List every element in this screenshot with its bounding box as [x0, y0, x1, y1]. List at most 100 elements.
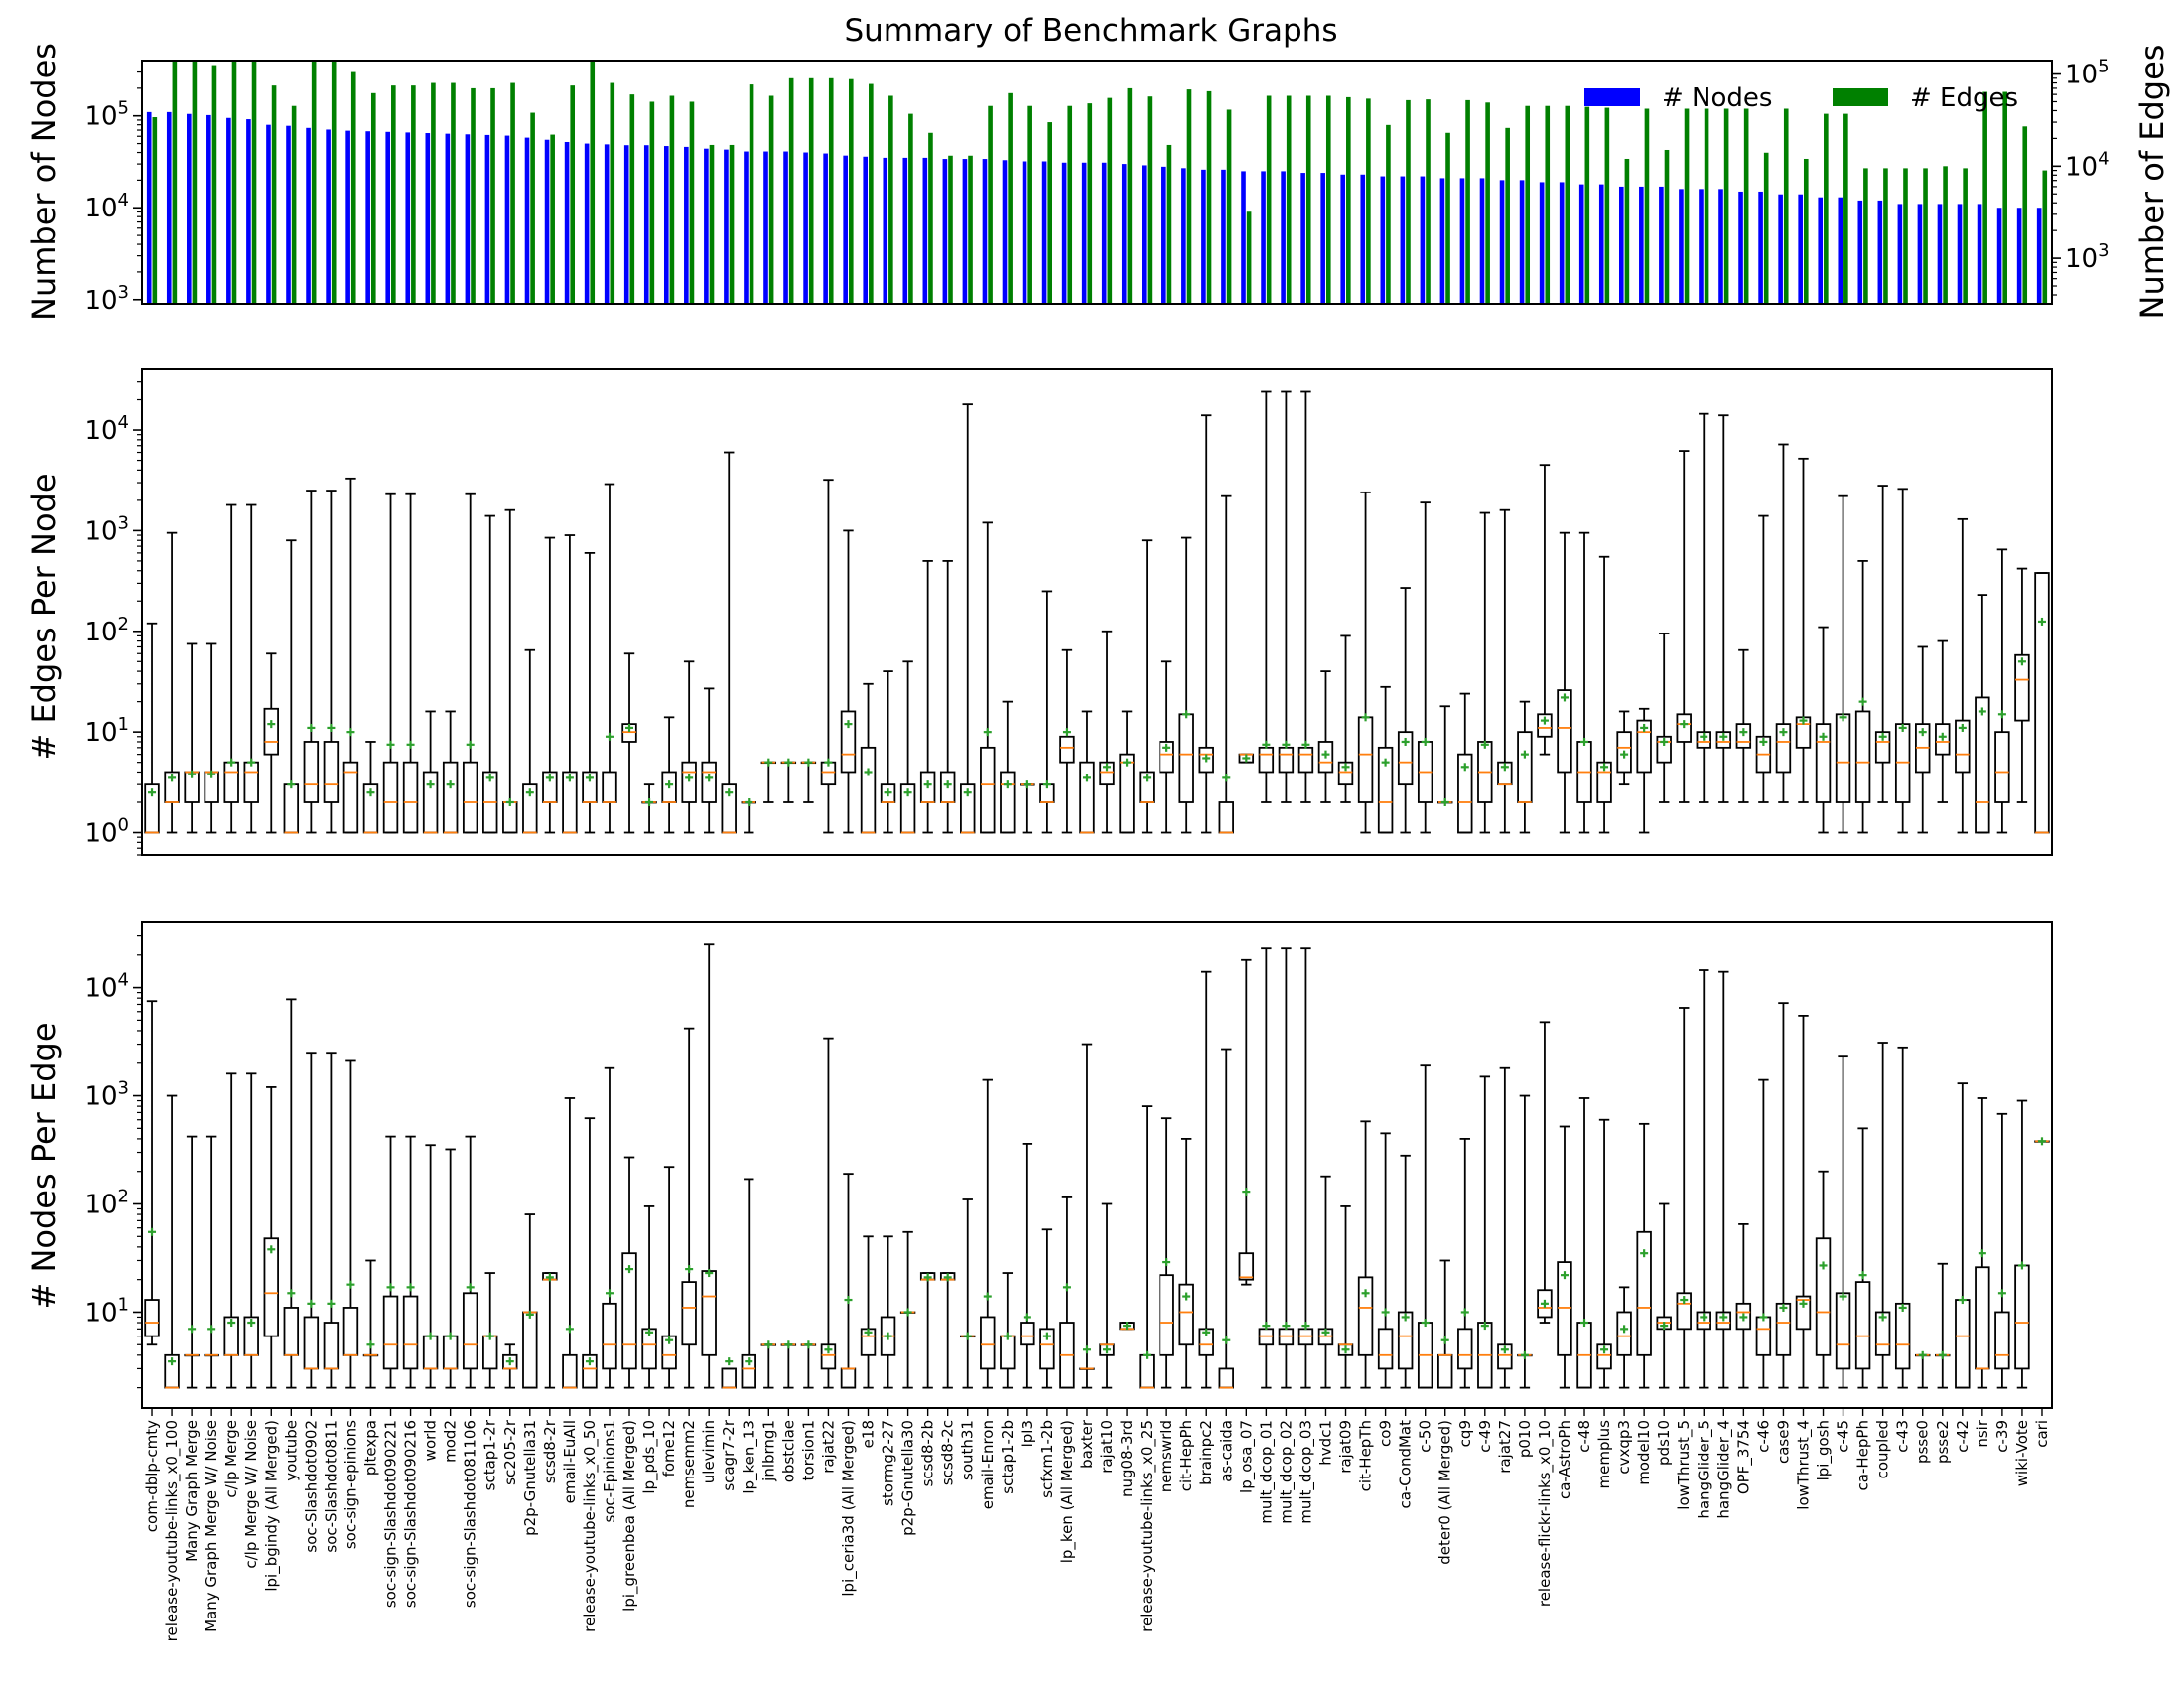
edge-count-bar	[1067, 105, 1073, 304]
box-plot	[1377, 685, 1394, 834]
box-plot	[1297, 947, 1314, 1389]
iqr-box	[1854, 1281, 1871, 1370]
edge-count-bar	[350, 71, 356, 305]
y-tick-label: 105	[84, 98, 129, 132]
graph-name-labels: com-dblp-cmty release-youtube-links_x0_10…	[143, 1408, 2051, 1641]
iqr-box	[840, 1367, 857, 1389]
box-plot	[243, 1072, 259, 1389]
x-tick-label: coupled	[1874, 1420, 1892, 1478]
iqr-box	[582, 1353, 598, 1389]
edge-count-bar	[1226, 109, 1232, 304]
x-tick-label: co9	[1377, 1420, 1395, 1447]
edge-count-bar	[1843, 113, 1848, 304]
edge-count-bar	[1723, 108, 1729, 304]
edge-count-bar	[331, 61, 337, 304]
box-plot	[1178, 536, 1194, 834]
node-count-bar	[1718, 189, 1723, 304]
x-tick-label: baxter	[1078, 1419, 1096, 1469]
edge-count-bar	[988, 105, 993, 304]
x-tick-label: south31	[959, 1420, 977, 1480]
node-count-bar	[1937, 204, 1943, 304]
edge-count-bar	[1027, 105, 1032, 304]
x-tick-label: ulevimin	[700, 1420, 718, 1483]
x-tick-label: ca-HepPh	[1854, 1420, 1872, 1490]
iqr-box	[1079, 761, 1095, 834]
iqr-box	[1975, 696, 1990, 834]
edge-count-bar	[570, 85, 576, 304]
x-tick-label: youtube	[282, 1420, 300, 1481]
x-tick-label: release-youtube-links_x0_50	[581, 1420, 600, 1632]
box-plot	[323, 1052, 340, 1389]
x-tick-label: rajat22	[819, 1420, 837, 1474]
node-count-bar	[226, 117, 231, 304]
x-tick-label: lp_ken_13	[740, 1420, 758, 1494]
iqr-box	[283, 1307, 300, 1356]
node-count-bar	[922, 157, 928, 304]
box-plot	[1278, 947, 1295, 1389]
node-count-bar	[1400, 176, 1406, 304]
iqr-box	[1616, 731, 1632, 774]
edge-count-bar	[1664, 149, 1670, 304]
box-plot	[1377, 1132, 1394, 1389]
iqr-box	[2014, 1264, 2030, 1370]
box-plot	[243, 503, 259, 834]
x-tick-label: wiki-Vote	[2013, 1420, 2031, 1486]
edge-count-bar	[1604, 107, 1610, 304]
node-count-bar	[246, 119, 251, 304]
node-count-bar	[1519, 180, 1525, 304]
box-plot	[1218, 1048, 1234, 1389]
node-count-bar	[1917, 204, 1923, 304]
edge-count-bar	[1286, 95, 1292, 305]
box-plot	[1835, 494, 1851, 834]
box-plot	[1715, 414, 1732, 803]
box-plot	[780, 1340, 797, 1389]
iqr-box	[602, 1302, 617, 1370]
node-count-bar	[1818, 197, 1824, 304]
top-panel-frame	[141, 60, 2053, 305]
x-tick-label: soc-sign-Slashdot090216	[402, 1420, 420, 1608]
iqr-box	[1596, 1343, 1612, 1370]
x-tick-label: brainpc2	[1197, 1420, 1215, 1485]
iqr-box	[820, 1343, 837, 1370]
edge-count-bar	[649, 101, 655, 304]
box-plot	[602, 483, 617, 834]
node-count-bar	[306, 127, 311, 304]
edge-count-bar	[2002, 91, 2008, 304]
box-plot	[701, 943, 717, 1389]
box-plot	[1198, 970, 1214, 1389]
box-plot	[800, 758, 817, 803]
y-tick-label: 100	[84, 815, 129, 849]
node-count-bar	[1857, 200, 1863, 304]
node-count-bar	[2016, 208, 2022, 304]
panel-frame	[141, 921, 2053, 1409]
x-tick-label: email-EuAll	[561, 1420, 579, 1503]
node-count-bar	[385, 131, 391, 304]
iqr-box	[681, 761, 697, 803]
x-tick-label: obstclae	[779, 1420, 797, 1482]
edge-count-bar	[1763, 152, 1769, 304]
edge-count-bar	[869, 83, 874, 304]
box-plot	[1317, 1175, 1334, 1389]
box-plot	[641, 1205, 657, 1389]
edges-per-node-box-panel: 100 101 102 103 104 # Edges Per Node	[25, 368, 2053, 856]
node-count-bar	[1897, 204, 1903, 304]
iqr-box	[1755, 1316, 1772, 1356]
iqr-box	[1815, 1237, 1832, 1356]
x-tick-label: scsd8-2c	[939, 1420, 957, 1485]
iqr-box	[2034, 572, 2050, 834]
edge-count-bar	[1047, 122, 1053, 304]
box-plot	[1039, 1228, 1055, 1389]
iqr-box	[482, 1335, 498, 1370]
node-count-bar	[1241, 171, 1246, 304]
box-plot	[780, 758, 797, 803]
x-tick-label: lowThrust_4	[1794, 1420, 1813, 1510]
node-count-bar	[524, 137, 530, 304]
x-tick-label: psse0	[1914, 1420, 1932, 1464]
iqr-box	[681, 1281, 697, 1346]
iqr-box	[1636, 719, 1652, 774]
box-plot	[860, 1235, 877, 1389]
box-plot	[1238, 958, 1255, 1286]
iqr-box	[1357, 716, 1374, 803]
box-plot	[1159, 1117, 1174, 1389]
node-count-bar	[405, 132, 411, 304]
